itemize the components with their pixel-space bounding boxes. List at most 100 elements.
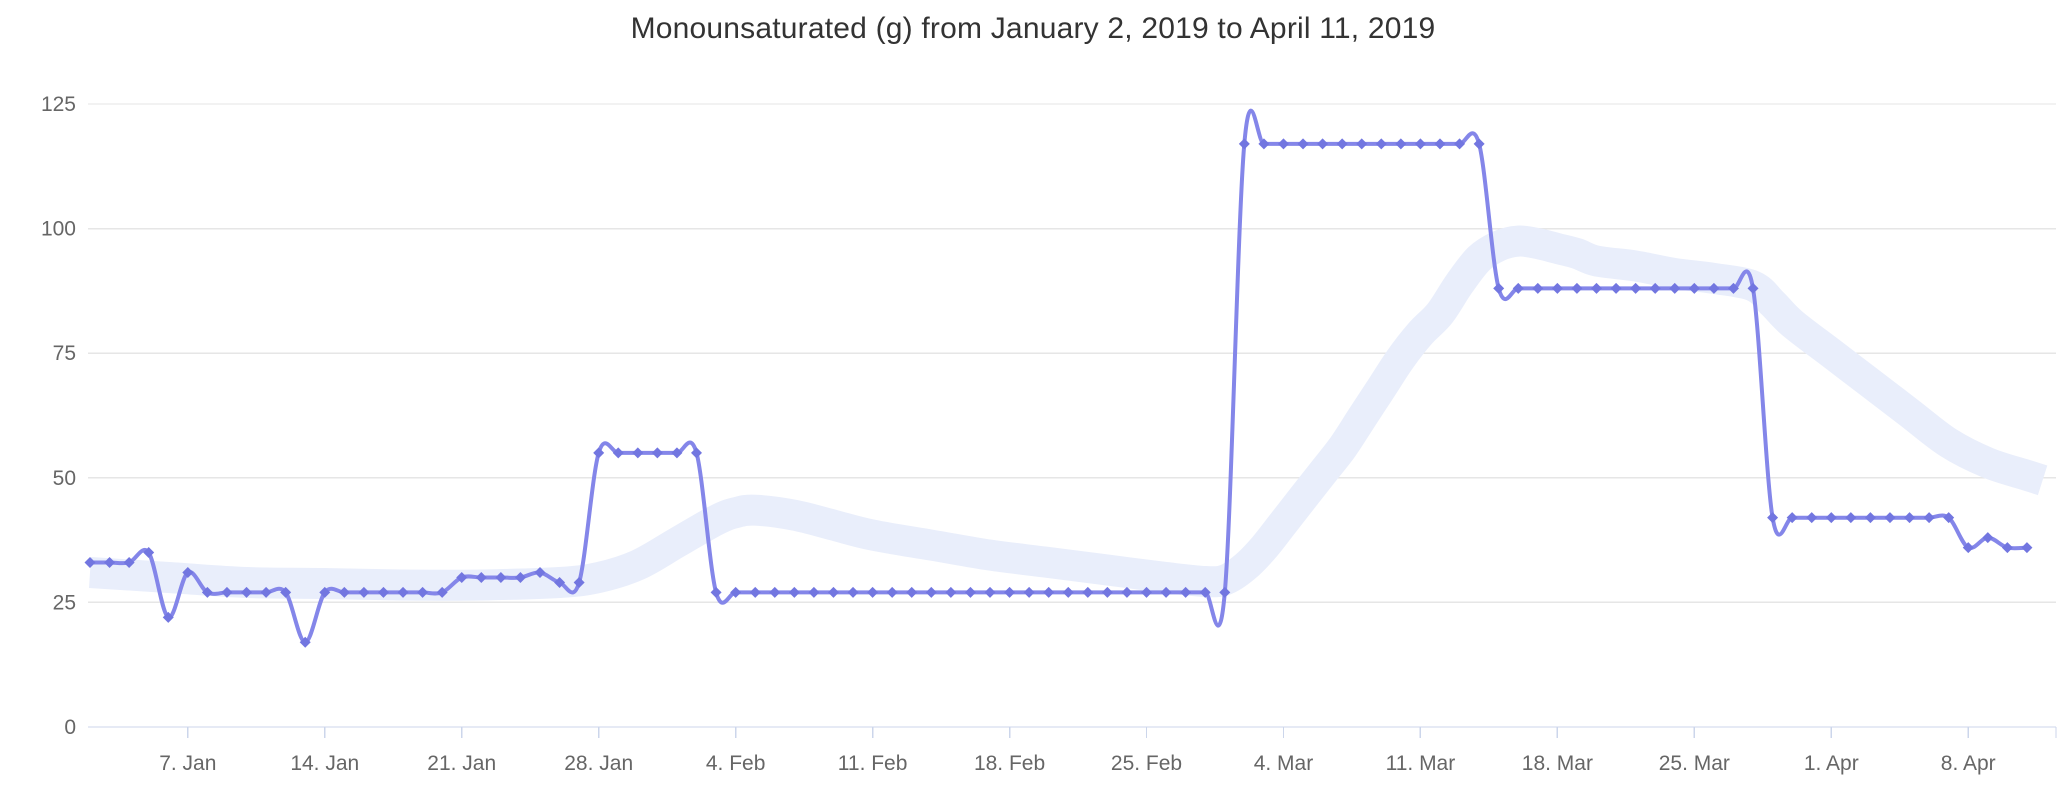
data-point[interactable]: [1336, 138, 1348, 150]
data-point[interactable]: [1688, 282, 1700, 294]
data-point[interactable]: [847, 586, 859, 598]
data-point[interactable]: [632, 447, 644, 459]
data-point[interactable]: [1512, 282, 1524, 294]
data-point[interactable]: [143, 547, 155, 559]
data-point[interactable]: [1023, 586, 1035, 598]
data-point[interactable]: [436, 586, 448, 598]
data-point[interactable]: [123, 557, 135, 569]
data-point[interactable]: [534, 566, 546, 578]
data-point[interactable]: [84, 557, 96, 569]
data-point[interactable]: [1434, 138, 1446, 150]
data-point[interactable]: [1180, 586, 1192, 598]
data-point[interactable]: [1219, 586, 1231, 598]
data-point[interactable]: [984, 586, 996, 598]
data-point[interactable]: [1591, 282, 1603, 294]
data-point[interactable]: [749, 586, 761, 598]
data-point[interactable]: [554, 576, 566, 588]
data-point[interactable]: [1786, 512, 1798, 524]
data-point[interactable]: [573, 576, 585, 588]
data-point[interactable]: [906, 586, 918, 598]
data-point[interactable]: [1708, 282, 1720, 294]
data-point[interactable]: [417, 586, 429, 598]
data-point[interactable]: [612, 447, 624, 459]
data-point[interactable]: [1825, 512, 1837, 524]
data-point[interactable]: [1630, 282, 1642, 294]
data-point[interactable]: [1923, 512, 1935, 524]
data-point[interactable]: [299, 636, 311, 648]
data-point[interactable]: [1160, 586, 1172, 598]
data-point[interactable]: [1375, 138, 1387, 150]
data-point[interactable]: [104, 557, 116, 569]
data-point[interactable]: [358, 586, 370, 598]
data-point[interactable]: [1551, 282, 1563, 294]
data-point[interactable]: [377, 586, 389, 598]
data-point[interactable]: [691, 447, 703, 459]
data-point[interactable]: [338, 586, 350, 598]
data-point[interactable]: [1199, 586, 1211, 598]
data-point[interactable]: [182, 566, 194, 578]
data-point[interactable]: [1454, 138, 1466, 150]
data-point[interactable]: [1043, 586, 1055, 598]
data-point[interactable]: [1904, 512, 1916, 524]
data-point[interactable]: [1356, 138, 1368, 150]
data-point[interactable]: [1101, 586, 1113, 598]
data-point[interactable]: [1493, 282, 1505, 294]
data-point[interactable]: [397, 586, 409, 598]
data-point[interactable]: [808, 586, 820, 598]
data-point[interactable]: [730, 586, 742, 598]
data-point[interactable]: [456, 571, 468, 583]
data-point[interactable]: [2001, 542, 2013, 554]
data-point[interactable]: [1727, 282, 1739, 294]
data-point[interactable]: [260, 586, 272, 598]
data-point[interactable]: [1884, 512, 1896, 524]
data-point[interactable]: [827, 586, 839, 598]
data-point[interactable]: [1395, 138, 1407, 150]
data-point[interactable]: [1414, 138, 1426, 150]
data-point[interactable]: [1082, 586, 1094, 598]
data-point[interactable]: [1806, 512, 1818, 524]
data-point[interactable]: [1473, 138, 1485, 150]
data-point[interactable]: [1845, 512, 1857, 524]
data-point[interactable]: [475, 571, 487, 583]
data-point[interactable]: [1982, 532, 1994, 544]
data-point[interactable]: [2021, 542, 2033, 554]
data-point[interactable]: [925, 586, 937, 598]
data-point[interactable]: [1238, 138, 1250, 150]
data-point[interactable]: [1004, 586, 1016, 598]
data-point[interactable]: [1747, 282, 1759, 294]
data-point[interactable]: [1962, 542, 1974, 554]
data-point[interactable]: [201, 586, 213, 598]
data-point[interactable]: [651, 447, 663, 459]
data-point[interactable]: [162, 611, 174, 623]
data-point[interactable]: [1610, 282, 1622, 294]
data-point[interactable]: [495, 571, 507, 583]
data-point[interactable]: [867, 586, 879, 598]
data-point[interactable]: [1943, 512, 1955, 524]
data-point[interactable]: [1571, 282, 1583, 294]
data-point[interactable]: [710, 586, 722, 598]
data-point[interactable]: [1317, 138, 1329, 150]
data-point[interactable]: [1062, 586, 1074, 598]
data-point[interactable]: [280, 586, 292, 598]
data-point[interactable]: [1532, 282, 1544, 294]
data-point[interactable]: [1258, 138, 1270, 150]
data-point[interactable]: [593, 447, 605, 459]
data-point[interactable]: [964, 586, 976, 598]
data-point[interactable]: [1277, 138, 1289, 150]
data-point[interactable]: [241, 586, 253, 598]
data-point[interactable]: [788, 586, 800, 598]
data-point[interactable]: [319, 586, 331, 598]
data-point[interactable]: [1669, 282, 1681, 294]
data-point[interactable]: [886, 586, 898, 598]
data-point[interactable]: [514, 571, 526, 583]
data-point[interactable]: [221, 586, 233, 598]
data-point[interactable]: [1141, 586, 1153, 598]
data-point[interactable]: [769, 586, 781, 598]
data-point[interactable]: [1121, 586, 1133, 598]
data-point[interactable]: [671, 447, 683, 459]
data-point[interactable]: [945, 586, 957, 598]
data-point[interactable]: [1767, 512, 1779, 524]
data-point[interactable]: [1649, 282, 1661, 294]
data-point[interactable]: [1864, 512, 1876, 524]
data-point[interactable]: [1297, 138, 1309, 150]
